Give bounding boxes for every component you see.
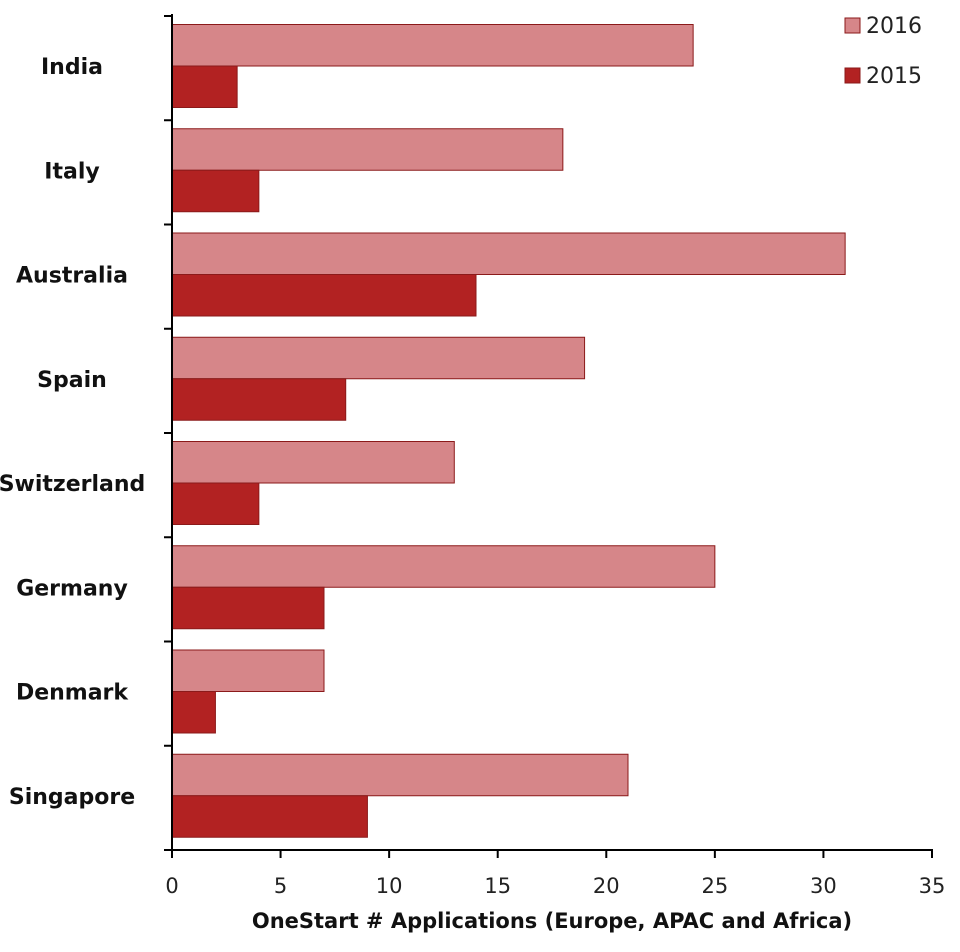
bar-2015-australia: [171, 274, 477, 317]
x-tick-label: 0: [165, 874, 178, 898]
category-label: Switzerland: [0, 472, 145, 497]
bar-2015-switzerland: [171, 482, 260, 525]
bar-2016-italy: [171, 128, 564, 171]
y-axis-ticks: [164, 15, 172, 851]
x-tick-label: 15: [484, 874, 511, 898]
bar-2016-germany: [171, 545, 716, 588]
category-label: Denmark: [16, 681, 129, 706]
x-tick-label: 25: [701, 874, 728, 898]
bar-2015-germany: [171, 586, 325, 630]
bar-2015-denmark: [171, 691, 216, 734]
x-tick-label: 20: [593, 874, 620, 898]
x-axis-ticks: 0 5 10 15 20 25 30 35: [165, 850, 945, 898]
legend-swatch-2015: [844, 67, 861, 84]
bar-2016-spain: [171, 336, 586, 380]
category-labels: India Italy Australia Spain Switzerland Germa…: [0, 55, 145, 810]
bar-2016-singapore: [171, 753, 629, 797]
x-tick-label: 5: [274, 874, 287, 898]
category-label: Germany: [16, 576, 128, 601]
bar-2015-india: [171, 65, 238, 108]
bar-2015-singapore: [171, 795, 368, 838]
bar-2016-australia: [171, 232, 846, 275]
category-label: India: [41, 55, 103, 80]
legend: 2016 2015: [844, 14, 922, 89]
bar-2015-italy: [171, 169, 260, 213]
category-label: Spain: [37, 368, 107, 393]
legend-swatch-2016: [844, 17, 861, 34]
category-label: Australia: [16, 264, 128, 289]
category-label: Italy: [44, 159, 99, 184]
bar-2016-switzerland: [171, 441, 455, 484]
x-tick-label: 35: [919, 874, 946, 898]
legend-label-2015: 2015: [866, 64, 922, 89]
bar-2016-denmark: [171, 649, 325, 692]
bar-2015-spain: [171, 378, 347, 421]
x-axis-title: OneStart # Applications (Europe, APAC an…: [252, 909, 852, 933]
x-tick-label: 30: [810, 874, 837, 898]
x-tick-label: 10: [376, 874, 403, 898]
bar-2016-india: [171, 24, 694, 67]
bars: [171, 24, 846, 838]
category-label: Singapore: [9, 785, 135, 810]
legend-label-2016: 2016: [866, 14, 922, 39]
